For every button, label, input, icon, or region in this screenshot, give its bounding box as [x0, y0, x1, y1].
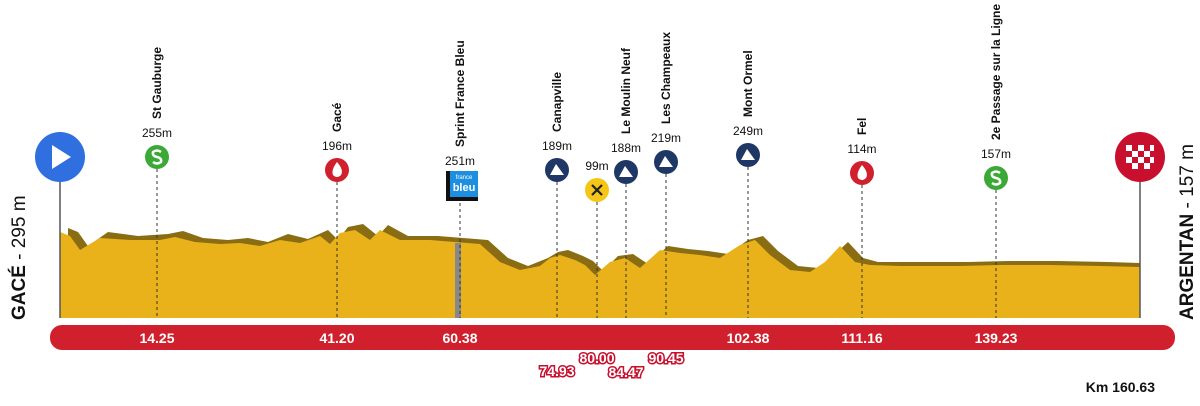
total-distance: Km 160.63: [1086, 379, 1155, 395]
climb-glyph: [619, 166, 633, 177]
waypoint-km: 74.93: [539, 363, 574, 379]
start-arrow: [52, 145, 71, 169]
finish-flag: [1126, 145, 1154, 169]
finish-name: ARGENTAN: [1177, 214, 1198, 320]
waypoint-altitude: 114m: [847, 142, 876, 156]
waypoint-altitude: 99m: [585, 159, 608, 173]
waypoint-name: Gacé: [330, 102, 344, 132]
waypoint-name: Canapville: [550, 72, 564, 132]
waypoint-km: 102.38: [727, 330, 770, 346]
waypoint-name: Les Champeaux: [659, 32, 673, 124]
climb-glyph: [659, 156, 673, 167]
finish-label: ARGENTAN - 157 m: [1177, 144, 1198, 320]
total-km: 160.63: [1112, 379, 1155, 395]
waypoint-altitude: 219m: [651, 131, 681, 145]
waypoint-altitude: 188m: [611, 141, 641, 155]
start-label: GACÉ - 295 m: [8, 195, 30, 320]
climb-glyph: [550, 164, 564, 175]
waypoint-km: 60.38: [442, 330, 477, 346]
finish-altitude: - 157 m: [1177, 144, 1198, 208]
km-bar: [50, 325, 1175, 350]
waypoint-km: 84.47: [608, 364, 643, 380]
waypoint-altitude: 249m: [733, 124, 763, 138]
waypoint-km: 111.16: [841, 330, 882, 346]
waypoint-name: St Gauburge: [150, 47, 164, 119]
logo: [450, 171, 478, 197]
waypoint-altitude: 251m: [445, 154, 475, 168]
sprint-glyph: [151, 149, 163, 165]
waypoint-km: 80.00: [579, 350, 614, 366]
waypoint-km: 90.45: [648, 350, 683, 366]
bonus-glyph: [857, 165, 867, 180]
waypoint-name: Le Moulin Neuf: [619, 47, 633, 134]
profile: [60, 230, 1140, 318]
feed-glyph: [591, 184, 603, 196]
waypoint-name: Fel: [855, 118, 869, 135]
waypoint-name: Mont Ormel: [741, 50, 755, 117]
waypoint-altitude: 189m: [542, 139, 572, 153]
waypoint-km: 14.25: [139, 330, 174, 346]
waypoint-altitude: 255m: [142, 126, 172, 140]
waypoint-altitude: 157m: [981, 147, 1011, 161]
waypoint-km: 41.20: [319, 330, 354, 346]
waypoint-name: Sprint France Bleu: [453, 40, 467, 147]
waypoint-altitude: 196m: [322, 139, 352, 153]
start-name: GACÉ: [8, 265, 30, 320]
waypoint-km: 139.23: [975, 330, 1018, 346]
waypoint-name: 2e Passage sur la Ligne: [989, 4, 1003, 140]
climb-glyph: [741, 149, 755, 160]
sprint-glyph: [990, 170, 1002, 186]
total-prefix: Km: [1086, 379, 1109, 395]
logo-top: france: [456, 175, 473, 181]
bonus-glyph: [332, 162, 342, 177]
logo-bottom: bleu: [453, 182, 476, 194]
sprint-band: [455, 243, 461, 318]
start-altitude: - 295 m: [9, 195, 30, 259]
